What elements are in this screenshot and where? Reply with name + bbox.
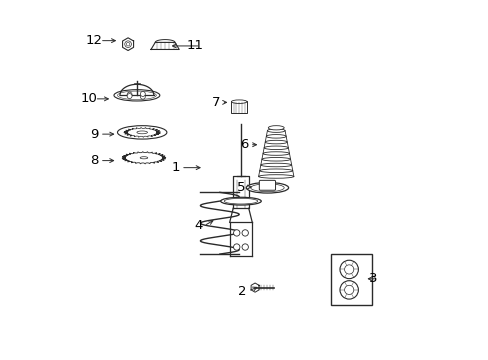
Text: 10: 10 bbox=[81, 93, 98, 105]
Text: 5: 5 bbox=[236, 181, 244, 194]
Text: 1: 1 bbox=[171, 161, 180, 174]
Ellipse shape bbox=[268, 126, 284, 130]
Ellipse shape bbox=[231, 100, 246, 103]
Ellipse shape bbox=[114, 90, 160, 101]
Bar bbox=[330, 254, 371, 305]
Circle shape bbox=[242, 230, 248, 236]
Text: 11: 11 bbox=[186, 40, 203, 53]
Ellipse shape bbox=[220, 197, 261, 205]
Ellipse shape bbox=[246, 183, 288, 193]
Circle shape bbox=[140, 91, 145, 96]
Ellipse shape bbox=[117, 126, 166, 139]
Text: 7: 7 bbox=[212, 96, 220, 109]
Circle shape bbox=[127, 92, 132, 97]
Text: 6: 6 bbox=[240, 138, 248, 151]
Circle shape bbox=[242, 244, 248, 250]
Circle shape bbox=[140, 94, 145, 99]
Text: 3: 3 bbox=[368, 272, 377, 285]
Text: 12: 12 bbox=[86, 34, 103, 47]
FancyBboxPatch shape bbox=[259, 180, 275, 190]
Circle shape bbox=[233, 230, 240, 236]
Text: 8: 8 bbox=[90, 154, 99, 167]
FancyBboxPatch shape bbox=[231, 101, 247, 113]
Circle shape bbox=[127, 94, 132, 99]
Text: 4: 4 bbox=[194, 219, 203, 232]
Text: 2: 2 bbox=[238, 285, 246, 298]
Circle shape bbox=[233, 244, 240, 250]
Circle shape bbox=[124, 41, 131, 48]
Text: 9: 9 bbox=[90, 128, 99, 141]
